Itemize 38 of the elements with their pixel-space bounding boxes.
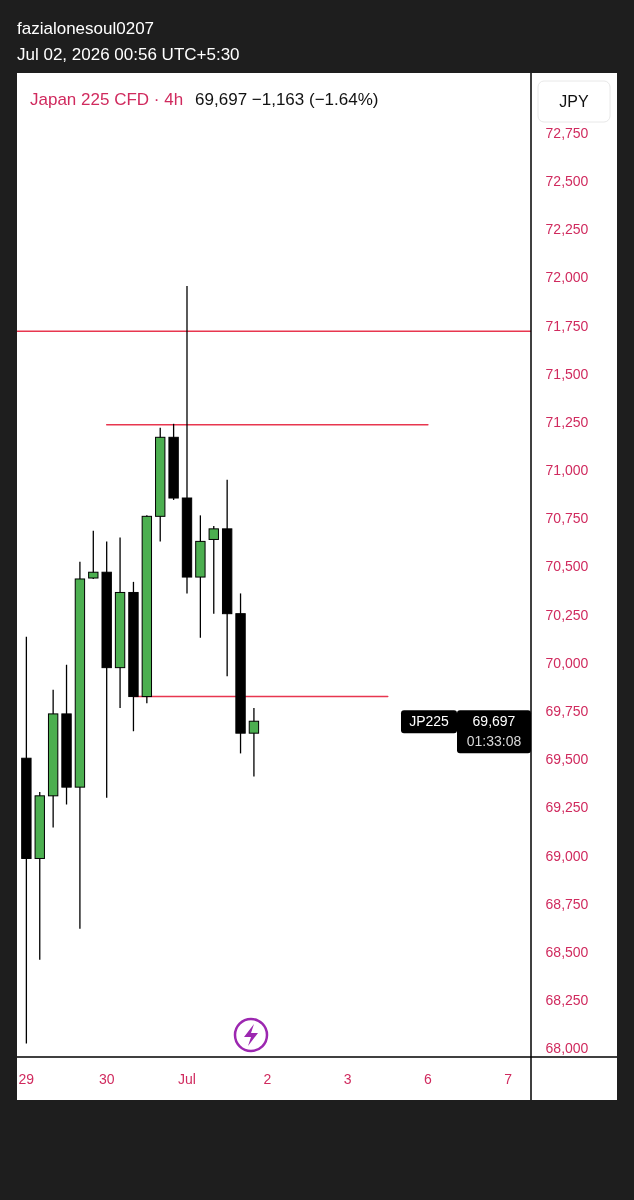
y-tick-label: 72,750	[545, 124, 589, 141]
y-tick-label: 71,250	[545, 413, 589, 430]
annotation: JP225	[409, 713, 450, 730]
x-tick-label: 7	[504, 1071, 513, 1087]
x-tick-label: 30	[98, 1071, 115, 1087]
x-tick-label: Jul	[178, 1071, 196, 1087]
y-tick-label: 72,500	[545, 172, 589, 189]
text: fazialonesoul0207	[17, 19, 155, 38]
y-tick-label: 69,750	[545, 703, 589, 720]
candlestick	[248, 707, 260, 778]
text: Japan 225 CFD · 4h	[30, 90, 184, 109]
y-tick-label: 68,000	[545, 1040, 589, 1057]
y-tick-label: 68,250	[545, 992, 589, 1009]
annotation: 01:33:08	[466, 733, 522, 750]
y-tick-label: 69,000	[545, 847, 589, 864]
y-tick-label: 69,250	[545, 799, 589, 816]
x-tick-label: 2	[263, 1071, 272, 1087]
text: 69,697 −1,163 (−1.64%)	[195, 90, 379, 109]
y-tick-label: 71,500	[545, 365, 589, 382]
y-tick-label: 70,000	[545, 654, 589, 671]
y-tick-label: 70,750	[545, 510, 589, 527]
y-tick-label: 70,500	[545, 558, 589, 575]
x-tick-label: 29	[18, 1071, 35, 1087]
y-tick-label: 69,500	[545, 751, 589, 768]
x-tick-label: 6	[424, 1071, 433, 1087]
y-tick-label: 71,750	[545, 317, 589, 334]
candlestick	[208, 525, 219, 615]
y-tick-label: 68,750	[545, 895, 589, 912]
x-tick-label: 3	[343, 1071, 352, 1087]
annotation: 69,697	[472, 713, 516, 730]
y-tick-label: 72,250	[545, 221, 589, 238]
candlestick	[88, 530, 99, 580]
y-axis-title: JPY	[559, 93, 589, 110]
y-tick-label: 70,250	[545, 606, 589, 623]
y-tick-label: 72,000	[545, 269, 589, 286]
text: Jul 02, 2026 00:56 UTC+5:30	[17, 45, 240, 64]
y-tick-label: 71,000	[545, 462, 589, 479]
y-tick-label: 68,500	[545, 943, 589, 960]
